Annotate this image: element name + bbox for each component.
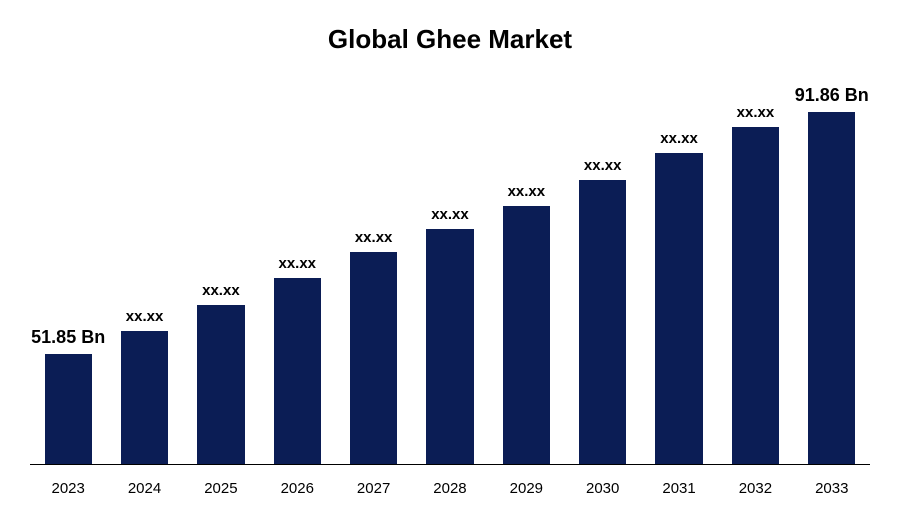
bar-value-label: xx.xx: [660, 130, 698, 147]
bar: [350, 252, 397, 464]
bar: [45, 354, 92, 464]
bar-group: xx.xx: [641, 85, 717, 464]
bar-group: 91.86 Bn: [794, 85, 870, 464]
x-axis-label: 2032: [717, 480, 793, 497]
bar: [274, 278, 321, 464]
bar-value-label: xx.xx: [355, 229, 393, 246]
x-axis-labels: 2023 2024 2025 2026 2027 2028 2029 2030 …: [30, 480, 870, 497]
bar-value-label: 51.85 Bn: [31, 327, 105, 348]
x-axis-label: 2033: [794, 480, 870, 497]
bar: [579, 180, 626, 464]
x-axis-label: 2023: [30, 480, 106, 497]
bar-group: xx.xx: [259, 85, 335, 464]
bar: [732, 127, 779, 464]
bar-value-label: xx.xx: [126, 308, 164, 325]
bar-value-label: xx.xx: [737, 104, 775, 121]
bar-group: xx.xx: [565, 85, 641, 464]
x-axis-label: 2031: [641, 480, 717, 497]
bar-value-label: xx.xx: [508, 183, 546, 200]
chart-area: 51.85 Bn xx.xx xx.xx xx.xx xx.xx xx.xx x…: [30, 85, 870, 465]
x-axis-label: 2024: [106, 480, 182, 497]
bar-group: xx.xx: [183, 85, 259, 464]
bar: [121, 331, 168, 464]
bar-value-label: xx.xx: [202, 282, 240, 299]
bar-value-label: xx.xx: [278, 255, 316, 272]
bar-group: xx.xx: [412, 85, 488, 464]
x-axis-label: 2025: [183, 480, 259, 497]
x-axis-label: 2027: [335, 480, 411, 497]
x-axis-label: 2028: [412, 480, 488, 497]
bar-group: xx.xx: [335, 85, 411, 464]
bar-value-label: xx.xx: [431, 206, 469, 223]
bar-group: 51.85 Bn: [30, 85, 106, 464]
bar: [426, 229, 473, 464]
chart-title: Global Ghee Market: [0, 0, 900, 55]
bar: [197, 305, 244, 464]
bar: [808, 112, 855, 464]
bar-group: xx.xx: [488, 85, 564, 464]
x-axis-label: 2026: [259, 480, 335, 497]
bar-value-label: xx.xx: [584, 157, 622, 174]
bars-container: 51.85 Bn xx.xx xx.xx xx.xx xx.xx xx.xx x…: [30, 85, 870, 465]
bar: [503, 206, 550, 464]
x-axis-label: 2029: [488, 480, 564, 497]
x-axis-label: 2030: [565, 480, 641, 497]
bar: [655, 153, 702, 464]
bar-group: xx.xx: [106, 85, 182, 464]
bar-group: xx.xx: [717, 85, 793, 464]
bar-value-label: 91.86 Bn: [795, 85, 869, 106]
